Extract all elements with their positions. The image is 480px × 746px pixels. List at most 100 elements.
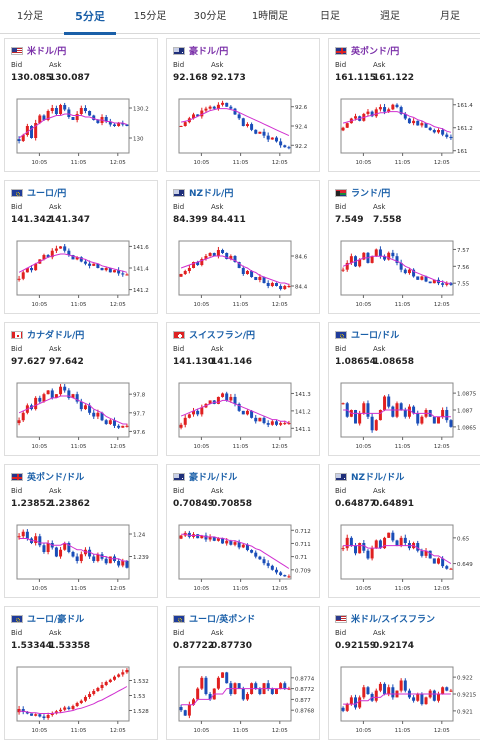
y-tick-label: 92.4: [295, 125, 308, 131]
candlestick-chart[interactable]: 97.8 97.7 97.6 10:05 11:05 12:05: [15, 379, 153, 451]
currency-card[interactable]: ユーロ/英ポンド Bid 0.87722 Ask 0.87730 0.8774 0.8772…: [166, 606, 320, 740]
tab-6[interactable]: 週足: [380, 11, 400, 22]
candle-body: [407, 118, 411, 124]
candle-body: [183, 122, 187, 126]
currency-pair-link[interactable]: ランド/円: [351, 189, 391, 199]
currency-pair-link[interactable]: ユーロ/ドル: [351, 331, 400, 341]
flag-part: [174, 474, 184, 480]
candle-body: [225, 540, 229, 544]
currency-pair-link[interactable]: 米ドル/円: [27, 47, 67, 57]
bid-value: 84.399: [173, 215, 208, 225]
x-tick-label: 10:05: [193, 302, 209, 308]
candlestick-chart[interactable]: 0.922 0.9215 0.921 10:05 11:05 12:05: [339, 663, 477, 735]
bid-label: Bid: [335, 61, 347, 69]
ask-value: 130.087: [49, 73, 90, 83]
candle-body: [75, 394, 79, 402]
currency-pair-link[interactable]: NZドル/円: [189, 189, 234, 199]
candle-body: [354, 545, 358, 554]
currency-card[interactable]: 豪ドル/ドル Bid 0.70849 Ask 0.70858 0.712 0.711 0.71…: [166, 464, 320, 598]
tab-4[interactable]: 1時間足: [251, 11, 289, 22]
ask-value: 141.347: [49, 215, 90, 225]
tab-3[interactable]: 30分足: [193, 11, 227, 22]
currency-pair-link[interactable]: スイスフラン/円: [189, 331, 256, 341]
currency-card[interactable]: 豪ドル/円 Bid 92.168 Ask 92.173 92.6 92.4 92.2 10:05…: [166, 38, 320, 172]
candle-body: [221, 102, 225, 105]
candle-body: [100, 412, 104, 421]
y-tick-label: 97.7: [133, 411, 146, 417]
candle-body: [237, 403, 241, 411]
currency-card[interactable]: カナダドル/円 Bid 97.627 Ask 97.642 97.8 97.7 97.6 10:…: [4, 322, 158, 456]
candlestick-chart[interactable]: 7.57 7.56 7.55 10:05 11:05 12:05: [339, 237, 477, 309]
candlestick-chart[interactable]: 130.2 130 10:05 11:05 12:05: [15, 95, 153, 167]
currency-pair-link[interactable]: 英ポンド/円: [351, 47, 400, 57]
currency-pair-link[interactable]: 豪ドル/ドル: [189, 473, 238, 483]
candlestick-chart[interactable]: 0.8774 0.8772 0.877 0.8768 10:05 11:05 12:05: [177, 663, 315, 735]
flag-part: [12, 54, 23, 55]
candlestick-chart[interactable]: 84.6 84.4 10:05 11:05 12:05: [177, 237, 315, 309]
candle-body: [117, 123, 121, 126]
candle-body: [42, 545, 46, 552]
y-tick-label: 130: [133, 137, 144, 143]
tab-7[interactable]: 月足: [440, 11, 460, 22]
candle-body: [179, 274, 183, 277]
currency-pair-link[interactable]: カナダドル/円: [27, 331, 85, 341]
currency-pair-link[interactable]: ユーロ/豪ドル: [27, 615, 85, 625]
candlestick-chart[interactable]: 1.24 1.239 10:05 11:05 12:05: [15, 521, 153, 593]
tab-5[interactable]: 日足: [320, 11, 340, 22]
candlestick-chart[interactable]: 0.65 0.649 10:05 11:05 12:05: [339, 521, 477, 593]
ask-label: Ask: [49, 61, 62, 69]
y-tick-label: 0.712: [295, 529, 311, 535]
currency-card[interactable]: 英ポンド/円 Bid 161.115 Ask 161.122 161.4 161.2 161 1…: [328, 38, 480, 172]
currency-card[interactable]: 米ドル/円 Bid 130.085 Ask 130.087 130.2 130 10:05 11…: [4, 38, 158, 172]
candle-body: [412, 120, 416, 124]
currency-card[interactable]: NZドル/円 Bid 84.399 Ask 84.411 84.6 84.4 10:05 11:…: [166, 180, 320, 314]
candlestick-chart[interactable]: 92.6 92.4 92.2 10:05 11:05 12:05: [177, 95, 315, 167]
flag-part: [174, 48, 184, 54]
candle-body: [25, 531, 29, 539]
candle-body: [75, 114, 79, 120]
ask-value: 1.08658: [373, 357, 414, 367]
candle-body: [42, 394, 46, 402]
candle-body: [67, 390, 71, 398]
currency-pair-link[interactable]: ユーロ/英ポンド: [189, 615, 256, 625]
candlestick-chart[interactable]: 141.6 141.4 141.2 10:05 11:05 12:05: [15, 237, 153, 309]
currency-card[interactable]: ユーロ/円 Bid 141.342 Ask 141.347 141.6 141.4 141.2…: [4, 180, 158, 314]
candlestick-chart[interactable]: 161.4 161.2 161 10:05 11:05 12:05: [339, 95, 477, 167]
tab-1[interactable]: 5分足: [64, 0, 116, 35]
tab-2[interactable]: 15分足: [133, 11, 167, 22]
candle-body: [104, 682, 108, 685]
candlestick-chart[interactable]: 141.3 141.2 141.1 10:05 11:05 12:05: [177, 379, 315, 451]
currency-card[interactable]: 米ドル/スイスフラン Bid 0.92159 Ask 0.92174 0.922 0.921…: [328, 606, 480, 740]
ask-label: Ask: [49, 629, 62, 637]
currency-pair-link[interactable]: 英ポンド/ドル: [27, 473, 85, 483]
x-tick-label: 11:05: [395, 160, 411, 166]
currency-card[interactable]: 英ポンド/ドル Bid 1.23852 Ask 1.23862 1.24 1.239 10:0…: [4, 464, 158, 598]
candle-body: [424, 123, 428, 128]
currency-pair-link[interactable]: ユーロ/円: [27, 189, 67, 199]
currency-card[interactable]: ユーロ/ドル Bid 1.08654 Ask 1.08658 1.0875 1.087 1.0…: [328, 322, 480, 456]
currency-card[interactable]: ユーロ/豪ドル Bid 1.53344 Ask 1.53358 1.532 1.53 1.52…: [4, 606, 158, 740]
candle-body: [125, 561, 129, 568]
candle-body: [362, 543, 366, 551]
currency-pair-link[interactable]: 豪ドル/円: [189, 47, 229, 57]
ask-value: 0.92174: [373, 641, 414, 651]
candle-body: [229, 396, 233, 401]
candle-body: [63, 386, 67, 391]
candle-body: [270, 565, 274, 570]
candlestick-chart[interactable]: 0.712 0.711 0.71 0.709 10:05 11:05 12:05: [177, 521, 315, 593]
currency-card[interactable]: スイスフラン/円 Bid 141.130 Ask 141.146 141.3 141.2 14…: [166, 322, 320, 456]
chart-svg: 84.6 84.4 10:05 11:05 12:05: [178, 240, 308, 308]
x-tick-label: 12:05: [110, 586, 126, 592]
x-tick-label: 11:05: [71, 728, 87, 734]
currency-card[interactable]: NZドル/ドル Bid 0.64877 Ask 0.64891 0.65 0.649 10:0…: [328, 464, 480, 598]
currency-card[interactable]: ランド/円 Bid 7.549 Ask 7.558 7.57 7.56 7.55 10:05 11…: [328, 180, 480, 314]
currency-pair-link[interactable]: NZドル/ドル: [351, 473, 405, 483]
tab-0[interactable]: 1分足: [16, 11, 44, 22]
currency-pair-link[interactable]: 米ドル/スイスフラン: [351, 615, 436, 625]
y-tick-label: 7.57: [457, 248, 470, 254]
candle-body: [279, 423, 283, 425]
candle-body: [200, 259, 204, 265]
candle-body: [204, 256, 208, 259]
candlestick-chart[interactable]: 1.0875 1.087 1.0865 10:05 11:05 12:05: [339, 379, 477, 451]
candlestick-chart[interactable]: 1.532 1.53 1.528 10:05 11:05 12:05: [15, 663, 153, 735]
